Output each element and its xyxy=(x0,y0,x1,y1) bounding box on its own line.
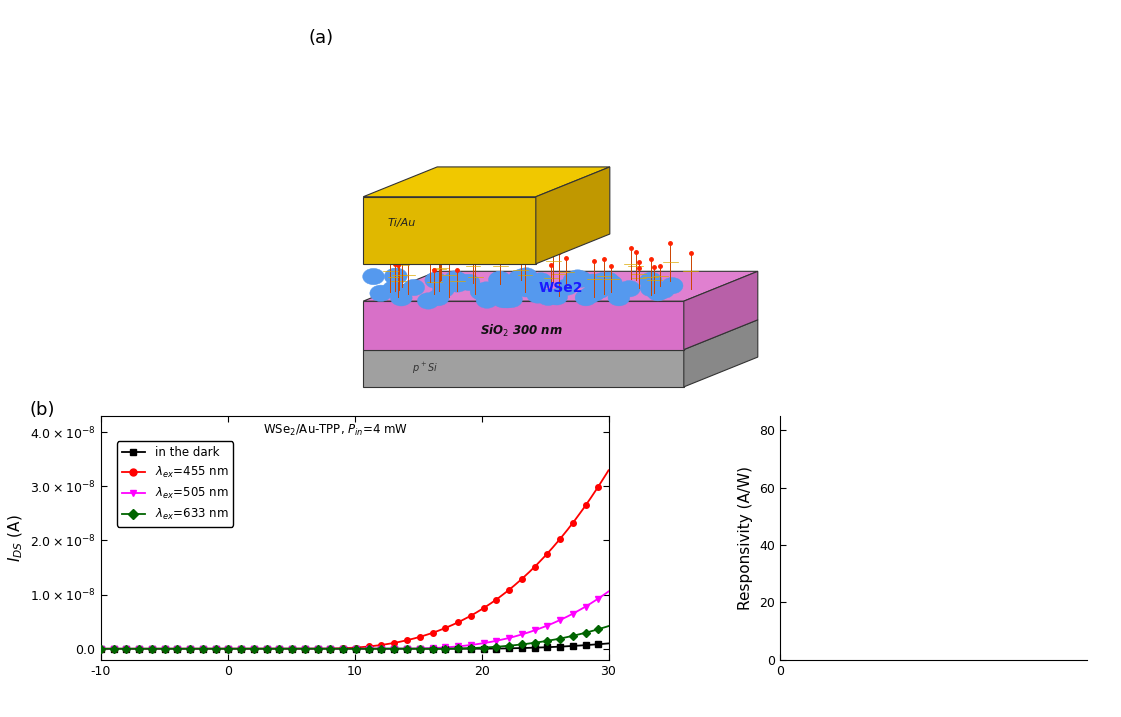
Circle shape xyxy=(512,268,534,285)
Circle shape xyxy=(530,272,552,289)
Circle shape xyxy=(427,290,450,305)
Y-axis label: $I_{DS}$ (A): $I_{DS}$ (A) xyxy=(7,514,25,561)
Polygon shape xyxy=(363,167,610,196)
Circle shape xyxy=(470,284,492,300)
Circle shape xyxy=(363,268,385,285)
Polygon shape xyxy=(363,271,758,301)
Circle shape xyxy=(444,271,466,288)
Circle shape xyxy=(492,292,515,308)
Circle shape xyxy=(491,281,513,298)
Circle shape xyxy=(433,281,454,298)
Circle shape xyxy=(522,276,545,292)
Text: (a): (a) xyxy=(309,29,334,47)
Circle shape xyxy=(661,277,683,294)
Circle shape xyxy=(652,282,675,298)
Circle shape xyxy=(501,291,522,308)
Polygon shape xyxy=(363,350,684,387)
Circle shape xyxy=(402,280,425,295)
Circle shape xyxy=(639,273,661,290)
Circle shape xyxy=(522,281,544,298)
Circle shape xyxy=(580,287,601,303)
Circle shape xyxy=(556,279,578,295)
Text: WSe2: WSe2 xyxy=(538,281,583,295)
Text: Ti/Au: Ti/Au xyxy=(388,218,416,228)
Circle shape xyxy=(516,267,537,284)
Circle shape xyxy=(563,272,585,288)
Circle shape xyxy=(489,272,510,288)
Text: (b): (b) xyxy=(30,402,55,419)
Circle shape xyxy=(619,280,640,297)
Circle shape xyxy=(508,270,530,287)
Circle shape xyxy=(546,289,567,305)
Circle shape xyxy=(476,292,498,308)
Circle shape xyxy=(385,268,406,285)
Y-axis label: Responsivity (A/W): Responsivity (A/W) xyxy=(739,466,753,609)
Circle shape xyxy=(640,272,661,288)
Circle shape xyxy=(597,272,619,288)
Circle shape xyxy=(592,272,613,289)
Circle shape xyxy=(497,292,518,308)
Circle shape xyxy=(647,285,669,301)
Circle shape xyxy=(640,280,663,297)
Circle shape xyxy=(386,268,407,285)
Circle shape xyxy=(601,275,622,292)
Circle shape xyxy=(382,281,404,298)
Circle shape xyxy=(425,272,446,288)
Polygon shape xyxy=(363,301,684,350)
Circle shape xyxy=(502,277,525,294)
Circle shape xyxy=(506,275,527,292)
Polygon shape xyxy=(536,167,610,264)
Circle shape xyxy=(446,276,469,292)
Circle shape xyxy=(474,285,495,302)
Text: $p^+$Si: $p^+$Si xyxy=(411,361,438,376)
Circle shape xyxy=(582,274,604,290)
Circle shape xyxy=(515,280,537,297)
Polygon shape xyxy=(684,320,758,387)
Circle shape xyxy=(589,282,611,298)
Legend: in the dark, $\lambda_{ex}$=455 nm, $\lambda_{ex}$=505 nm, $\lambda_{ex}$=633 nm: in the dark, $\lambda_{ex}$=455 nm, $\la… xyxy=(117,441,233,527)
Circle shape xyxy=(489,271,511,288)
Circle shape xyxy=(370,285,391,302)
Circle shape xyxy=(417,293,439,309)
Text: WSe$_2$/Au-TPP, $P_{in}$=4 mW: WSe$_2$/Au-TPP, $P_{in}$=4 mW xyxy=(263,423,408,438)
Circle shape xyxy=(390,290,413,306)
Polygon shape xyxy=(684,271,758,350)
Circle shape xyxy=(479,285,500,301)
Circle shape xyxy=(569,271,592,288)
Circle shape xyxy=(458,274,480,290)
Circle shape xyxy=(537,289,559,305)
Text: SiO$_2$ 300 nm: SiO$_2$ 300 nm xyxy=(480,323,563,339)
Circle shape xyxy=(567,270,589,286)
Circle shape xyxy=(583,285,605,301)
Polygon shape xyxy=(363,196,536,264)
Circle shape xyxy=(500,284,522,300)
Circle shape xyxy=(475,282,498,298)
Polygon shape xyxy=(363,320,758,350)
Circle shape xyxy=(451,274,472,290)
Circle shape xyxy=(527,287,548,303)
Circle shape xyxy=(608,290,630,306)
Circle shape xyxy=(575,290,596,306)
Circle shape xyxy=(522,277,544,293)
